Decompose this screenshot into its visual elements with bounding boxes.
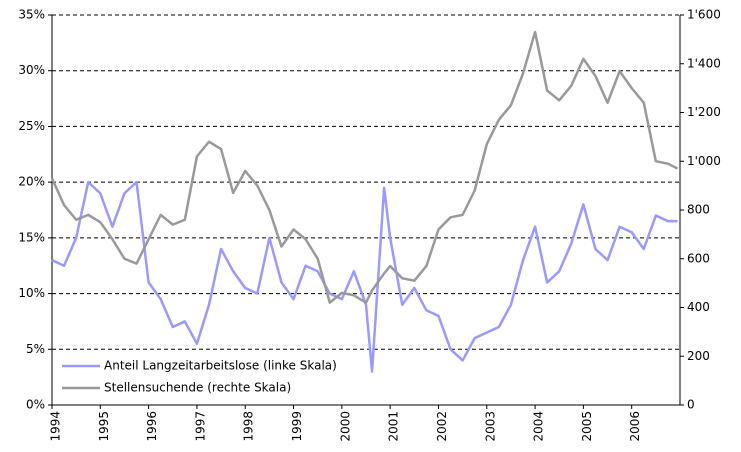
x-tick-label: 1995 xyxy=(97,411,111,442)
y2-tick-label: 800 xyxy=(687,203,710,217)
x-tick-label: 2000 xyxy=(338,411,352,442)
y2-tick-label: 200 xyxy=(687,349,710,363)
x-tick-label: 2005 xyxy=(580,411,594,442)
y2-tick-label: 1'600 xyxy=(687,8,721,22)
y-tick-label: 20% xyxy=(18,175,45,189)
x-tick-label: 2004 xyxy=(532,411,546,442)
series-line xyxy=(50,30,679,304)
x-tick-label: 1998 xyxy=(242,411,256,442)
x-tick-label: 2003 xyxy=(483,411,497,442)
y-tick-label: 30% xyxy=(18,63,45,77)
x-tick-label: 1994 xyxy=(49,411,63,442)
x-tick-label: 2002 xyxy=(435,411,449,442)
y2-tick-label: 1'000 xyxy=(687,154,721,168)
y-tick-label: 25% xyxy=(18,119,45,133)
x-tick-label: 1997 xyxy=(193,411,207,442)
legend-label: Stellensuchende (rechte Skala) xyxy=(104,381,291,395)
legend-label: Anteil Langzeitarbeitslose (linke Skala) xyxy=(104,359,337,373)
y2-tick-label: 1'200 xyxy=(687,105,721,119)
series-line xyxy=(51,180,678,373)
y-tick-label: 10% xyxy=(18,286,45,300)
y-tick-label: 0% xyxy=(26,398,45,412)
y-tick-label: 35% xyxy=(18,8,45,22)
y2-tick-label: 400 xyxy=(687,300,710,314)
y2-tick-label: 600 xyxy=(687,251,710,265)
x-tick-label: 2006 xyxy=(628,411,642,442)
y-tick-label: 5% xyxy=(26,342,45,356)
x-tick-label: 1999 xyxy=(290,411,304,442)
x-tick-label: 2001 xyxy=(387,411,401,442)
y2-tick-label: 1'400 xyxy=(687,56,721,70)
y-tick-label: 15% xyxy=(18,230,45,244)
x-tick-label: 1996 xyxy=(145,411,159,442)
y2-tick-label: 0 xyxy=(687,398,695,412)
